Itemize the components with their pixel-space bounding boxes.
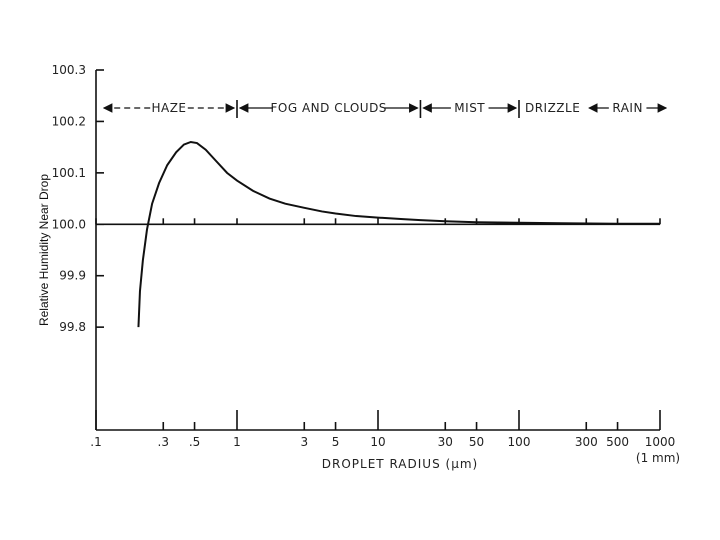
x-tick-label: 100 xyxy=(508,435,531,449)
x-tick-label: .3 xyxy=(158,435,169,449)
regime-label: MIST xyxy=(454,101,485,115)
x-tick-label: 1 xyxy=(233,435,241,449)
regime-label: RAIN xyxy=(612,101,643,115)
y-axis-label: Relative Humidity Near Drop xyxy=(37,174,51,326)
y-tick-label: 99.9 xyxy=(59,269,86,283)
y-tick-label: 100.3 xyxy=(52,63,86,77)
series-line xyxy=(137,140,660,328)
y-tick-label: 100.0 xyxy=(52,217,86,231)
regime-label: FOG AND CLOUDS xyxy=(271,101,387,115)
y-tick-label: 99.8 xyxy=(59,320,86,334)
x-tick-label: .1 xyxy=(90,435,101,449)
regime-label: DRIZZLE xyxy=(525,101,580,115)
x-axis-note: (1 mm) xyxy=(636,451,680,465)
x-tick-label: 10 xyxy=(370,435,385,449)
x-tick-label: 1000 xyxy=(645,435,676,449)
regime-bar: HAZE FOG AND CLOUDS MIST DRIZZLE RAIN xyxy=(102,100,668,118)
x-tick-label: 3 xyxy=(300,435,308,449)
x-tick-label: 5 xyxy=(332,435,340,449)
x-axis-label: DROPLET RADIUS (μm) xyxy=(322,457,478,471)
regime-label: HAZE xyxy=(151,101,186,115)
x-axis: .1 .3 .5 1 3 5 10 30 50 100 300 500 1000 xyxy=(90,410,675,449)
x-tick-label: .5 xyxy=(189,435,200,449)
x-tick-label: 300 xyxy=(575,435,598,449)
x-tick-label: 500 xyxy=(606,435,629,449)
y-tick-label: 100.1 xyxy=(52,166,86,180)
y-axis: 100.3 100.2 100.1 100.0 99.9 99.8 xyxy=(52,63,104,430)
x-tick-label: 30 xyxy=(438,435,453,449)
series-group xyxy=(137,140,660,328)
y-tick-label: 100.2 xyxy=(52,114,86,128)
x-tick-label: 50 xyxy=(469,435,484,449)
